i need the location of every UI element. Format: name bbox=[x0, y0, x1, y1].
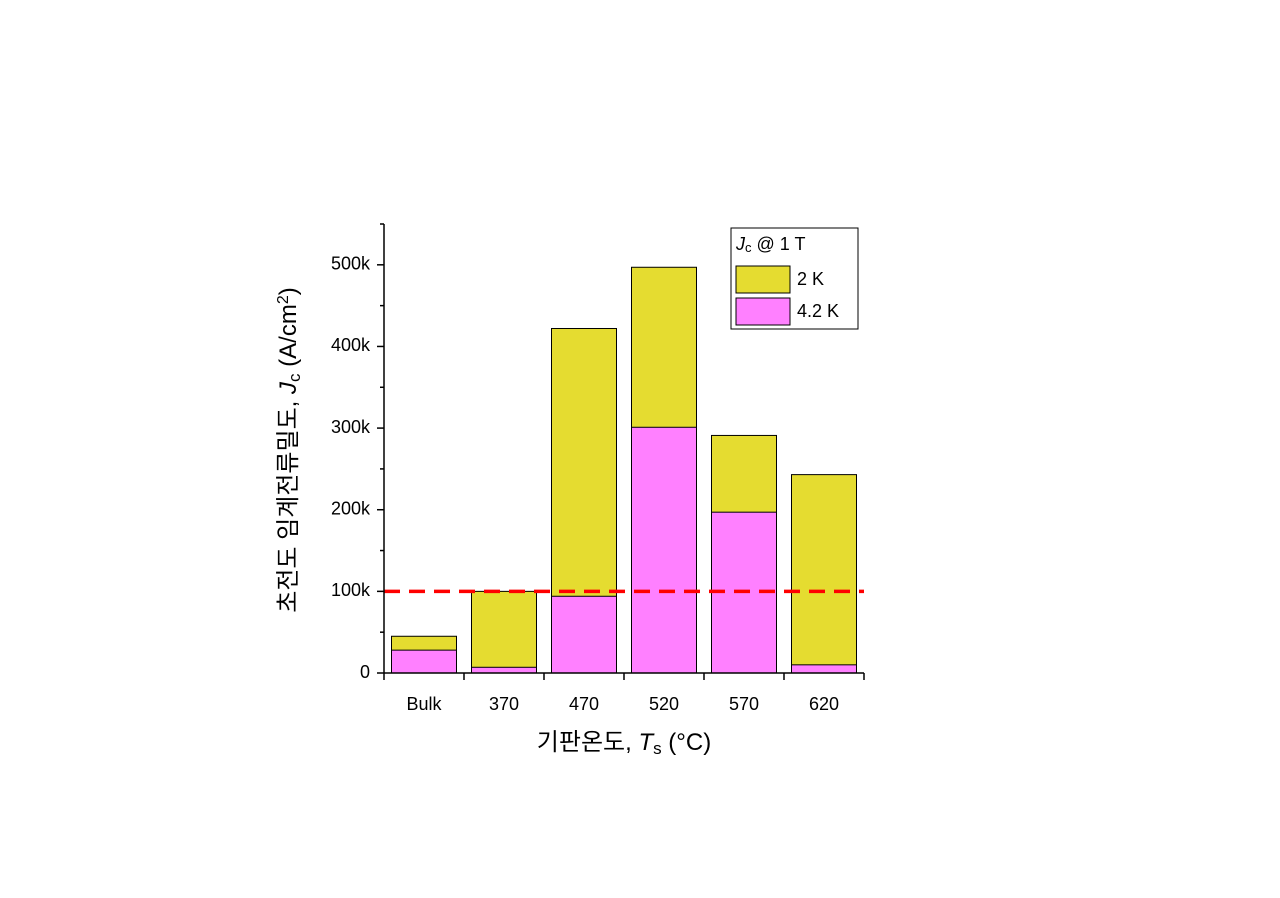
bar bbox=[791, 474, 857, 674]
y-tick-label: 400k bbox=[331, 335, 371, 355]
x-tick-label: 520 bbox=[649, 694, 679, 714]
legend-label: 2 K bbox=[797, 269, 824, 289]
bar bbox=[791, 664, 857, 674]
legend-title-part: c bbox=[745, 240, 752, 255]
bar bbox=[551, 595, 617, 674]
y-tick-label: 500k bbox=[331, 254, 371, 274]
x-axis-label-part: s bbox=[653, 739, 662, 758]
y-axis-label-part: 초전도 임계전류밀도, bbox=[275, 394, 302, 613]
x-tick-label: 370 bbox=[489, 694, 519, 714]
y-axis-label: 초전도 임계전류밀도, Jc (A/cm2) bbox=[275, 287, 304, 612]
x-axis-label-part: 기판온도, bbox=[537, 729, 639, 756]
y-axis-label-part: J bbox=[275, 381, 302, 395]
legend-title-part: @ 1 T bbox=[752, 234, 806, 254]
y-axis-label-part: (A/cm bbox=[275, 304, 302, 373]
y-tick-label: 100k bbox=[331, 580, 371, 600]
x-tick-label: 620 bbox=[809, 694, 839, 714]
y-axis-label-part: c bbox=[285, 373, 304, 382]
y-tick-label: 0 bbox=[360, 662, 370, 682]
bar bbox=[391, 649, 457, 674]
legend-title: Jc @ 1 T bbox=[735, 234, 805, 256]
x-tick-label: 470 bbox=[569, 694, 599, 714]
y-tick-label: 200k bbox=[331, 498, 371, 518]
y-axis-label-part: 2 bbox=[275, 295, 292, 304]
x-axis-label-part: T bbox=[638, 729, 655, 756]
bar bbox=[471, 666, 537, 674]
legend-label: 4.2 K bbox=[797, 301, 839, 321]
x-axis-label-part: (°C) bbox=[662, 729, 712, 756]
bar bbox=[631, 426, 697, 674]
x-tick-label: 570 bbox=[729, 694, 759, 714]
legend-title-part: J bbox=[735, 234, 746, 254]
x-tick-label: Bulk bbox=[406, 694, 442, 714]
legend-swatch bbox=[735, 297, 791, 326]
y-tick-label: 300k bbox=[331, 417, 371, 437]
legend-swatch bbox=[735, 265, 791, 294]
x-axis-label: 기판온도, Ts (°C) bbox=[537, 729, 711, 757]
y-axis-label-part: ) bbox=[275, 287, 302, 295]
bar bbox=[471, 590, 537, 674]
